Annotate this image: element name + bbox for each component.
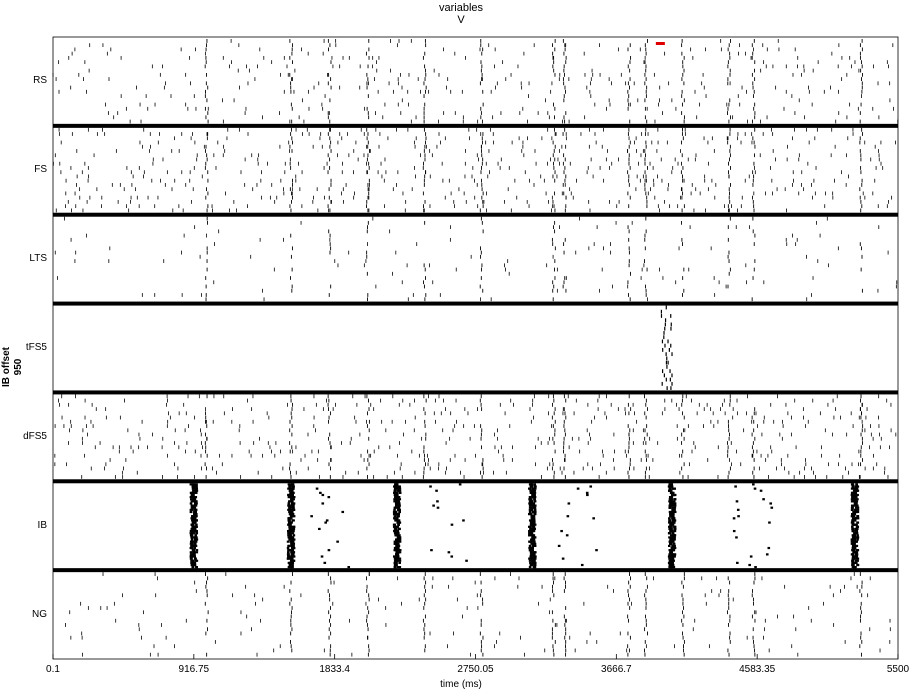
population-label-fs: FS — [34, 164, 47, 176]
panel-separator — [53, 301, 898, 306]
panel-separator — [53, 390, 898, 395]
panel-fs — [52, 127, 896, 213]
population-label-tfs5: tFS5 — [25, 342, 47, 353]
x-tick-label: 5500 — [886, 664, 910, 675]
x-tick-label: 916.75 — [178, 664, 210, 675]
panel-separator — [53, 212, 898, 217]
x-axis-label: time (ms) — [440, 679, 482, 690]
x-tick-label: 1833.4 — [319, 664, 350, 675]
raster-panels — [52, 36, 899, 660]
panel-tfs5 — [660, 305, 673, 391]
population-label-dfs5: dFS5 — [23, 430, 47, 442]
panel-lts — [54, 216, 898, 302]
population-label-lts: LTS — [29, 253, 47, 265]
x-tick-label: 2750.05 — [457, 664, 494, 675]
x-tick-label: 3666.7 — [601, 664, 632, 675]
population-label-rs: RS — [33, 75, 47, 87]
x-axis — [52, 654, 899, 659]
panel-dfs5 — [54, 394, 897, 479]
panel-ng — [65, 572, 891, 657]
panel-separator — [53, 123, 898, 128]
panel-ib — [189, 483, 860, 569]
chart-subtitle: V — [457, 14, 465, 26]
population-label-ng: NG — [32, 608, 47, 620]
panel-separator — [53, 568, 898, 573]
event-marker — [655, 42, 665, 45]
x-tick-label: 0.1 — [46, 664, 60, 675]
chart-title: variables — [438, 2, 484, 14]
population-label-ib: IB — [37, 519, 47, 531]
x-tick-label: 4583.35 — [739, 664, 776, 675]
panel-separator — [53, 479, 898, 484]
panel-rs — [52, 39, 899, 124]
